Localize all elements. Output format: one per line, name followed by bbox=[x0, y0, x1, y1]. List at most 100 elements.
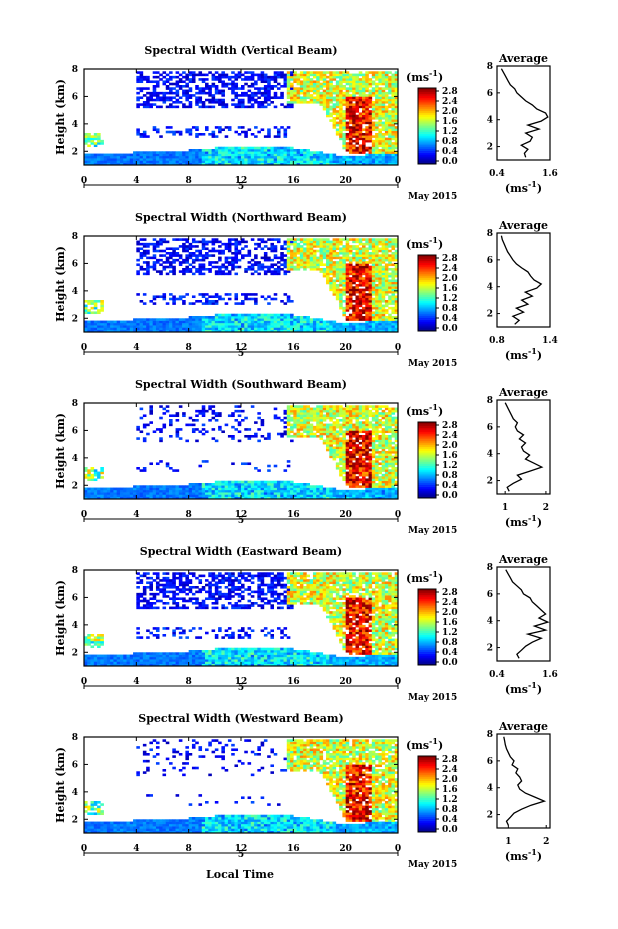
heatmap-cell bbox=[371, 329, 376, 333]
heatmap-cell bbox=[152, 89, 157, 93]
heatmap-cell bbox=[129, 162, 134, 166]
heatmap-cell bbox=[322, 263, 327, 267]
heatmap-cell bbox=[87, 320, 91, 324]
heatmap-cell bbox=[326, 412, 330, 415]
heatmap-cell bbox=[352, 256, 356, 260]
heatmap-cell bbox=[365, 114, 369, 118]
heatmap-cell bbox=[191, 496, 196, 500]
heatmap-cell bbox=[185, 162, 189, 166]
heatmap-cell bbox=[191, 428, 196, 431]
heatmap-cell bbox=[178, 297, 183, 301]
heatmap-cell bbox=[342, 322, 346, 326]
heatmap-cell bbox=[152, 249, 157, 253]
heatmap-cell bbox=[270, 153, 275, 157]
heatmap-cell bbox=[185, 325, 189, 328]
heatmap-cell bbox=[348, 128, 353, 132]
heatmap-cell bbox=[362, 329, 366, 333]
heatmap-cell bbox=[329, 105, 333, 109]
heatmap-cell bbox=[87, 137, 91, 141]
heatmap-cell bbox=[394, 309, 399, 312]
heatmap-cell bbox=[237, 318, 242, 321]
heatmap-cell bbox=[362, 103, 366, 106]
heatmap-cell bbox=[296, 247, 301, 251]
heatmap-cell bbox=[139, 238, 144, 241]
heatmap-cell bbox=[241, 489, 245, 493]
heatmap-cell bbox=[326, 494, 330, 498]
heatmap-cell bbox=[378, 268, 382, 271]
heatmap-cell bbox=[214, 162, 219, 166]
heatmap-cell bbox=[371, 151, 376, 154]
heatmap-cell bbox=[84, 496, 88, 500]
heatmap-cell bbox=[198, 409, 203, 413]
heatmap-cell bbox=[267, 268, 271, 271]
heatmap-cell bbox=[296, 419, 301, 422]
heatmap-cell bbox=[237, 146, 242, 150]
heatmap-cell bbox=[335, 98, 340, 102]
heatmap-cell bbox=[384, 126, 389, 129]
heatmap-cell bbox=[231, 487, 235, 491]
heatmap-cell bbox=[381, 297, 386, 301]
heatmap-cell bbox=[244, 268, 248, 271]
heatmap-cell bbox=[205, 494, 209, 498]
heatmap-cell bbox=[195, 158, 199, 161]
heatmap-cell bbox=[106, 322, 111, 326]
heatmap-cell bbox=[142, 135, 147, 138]
heatmap-cell bbox=[391, 295, 396, 299]
heatmap-cell bbox=[260, 158, 265, 161]
heatmap-cell bbox=[329, 258, 333, 262]
heatmap-cell bbox=[139, 162, 144, 166]
heatmap-cell bbox=[368, 261, 373, 264]
heatmap-cell bbox=[97, 471, 101, 475]
heatmap-cell bbox=[316, 101, 320, 104]
average-x-tick-label: 0.8 bbox=[489, 336, 505, 346]
heatmap-cell bbox=[149, 105, 153, 109]
heatmap-cell bbox=[381, 242, 386, 246]
heatmap-cell bbox=[234, 153, 239, 157]
heatmap-cell bbox=[286, 421, 291, 424]
heatmap-cell bbox=[283, 258, 288, 262]
heatmap-cell bbox=[368, 256, 373, 260]
heatmap-cell bbox=[316, 158, 320, 161]
heatmap-cell bbox=[185, 265, 189, 269]
heatmap-cell bbox=[162, 238, 167, 241]
heatmap-cell bbox=[286, 435, 291, 438]
heatmap-cell bbox=[388, 162, 392, 166]
heatmap-cell bbox=[201, 428, 206, 431]
heatmap-cell bbox=[384, 121, 389, 125]
heatmap-cell bbox=[391, 155, 396, 159]
heatmap-cell bbox=[273, 75, 278, 79]
heatmap-cell bbox=[362, 256, 366, 260]
heatmap-cell bbox=[119, 329, 124, 333]
heatmap-cell bbox=[322, 155, 327, 159]
heatmap-cell bbox=[267, 485, 271, 488]
heatmap-cell bbox=[169, 105, 173, 109]
heatmap-cell bbox=[260, 151, 265, 154]
heatmap-cell bbox=[309, 487, 314, 491]
heatmap-cell bbox=[365, 149, 369, 152]
heatmap-cell bbox=[306, 75, 310, 79]
heatmap-cell bbox=[371, 146, 376, 150]
heatmap-cell bbox=[329, 94, 333, 97]
heatmap-cell bbox=[362, 322, 366, 326]
heatmap-cell bbox=[365, 139, 369, 143]
heatmap-cell bbox=[365, 75, 369, 79]
heatmap-cell bbox=[335, 293, 340, 296]
heatmap-cell bbox=[273, 407, 278, 411]
heatmap-cell bbox=[165, 325, 170, 328]
heatmap-cell bbox=[355, 158, 360, 161]
heatmap-cell bbox=[394, 98, 399, 102]
heatmap-cell bbox=[332, 107, 337, 111]
heatmap-cell bbox=[299, 101, 304, 104]
heatmap-cell bbox=[155, 489, 160, 493]
heatmap-cell bbox=[391, 85, 396, 88]
heatmap-cell bbox=[172, 322, 176, 326]
heatmap-cell bbox=[178, 80, 183, 84]
heatmap-cell bbox=[267, 489, 271, 493]
heatmap-cell bbox=[218, 316, 222, 319]
heatmap-cell bbox=[254, 480, 258, 484]
heatmap-cell bbox=[224, 492, 229, 495]
heatmap-cell bbox=[273, 464, 278, 468]
heatmap-cell bbox=[211, 101, 216, 104]
heatmap-cell bbox=[136, 263, 140, 267]
heatmap-cell bbox=[270, 75, 275, 79]
